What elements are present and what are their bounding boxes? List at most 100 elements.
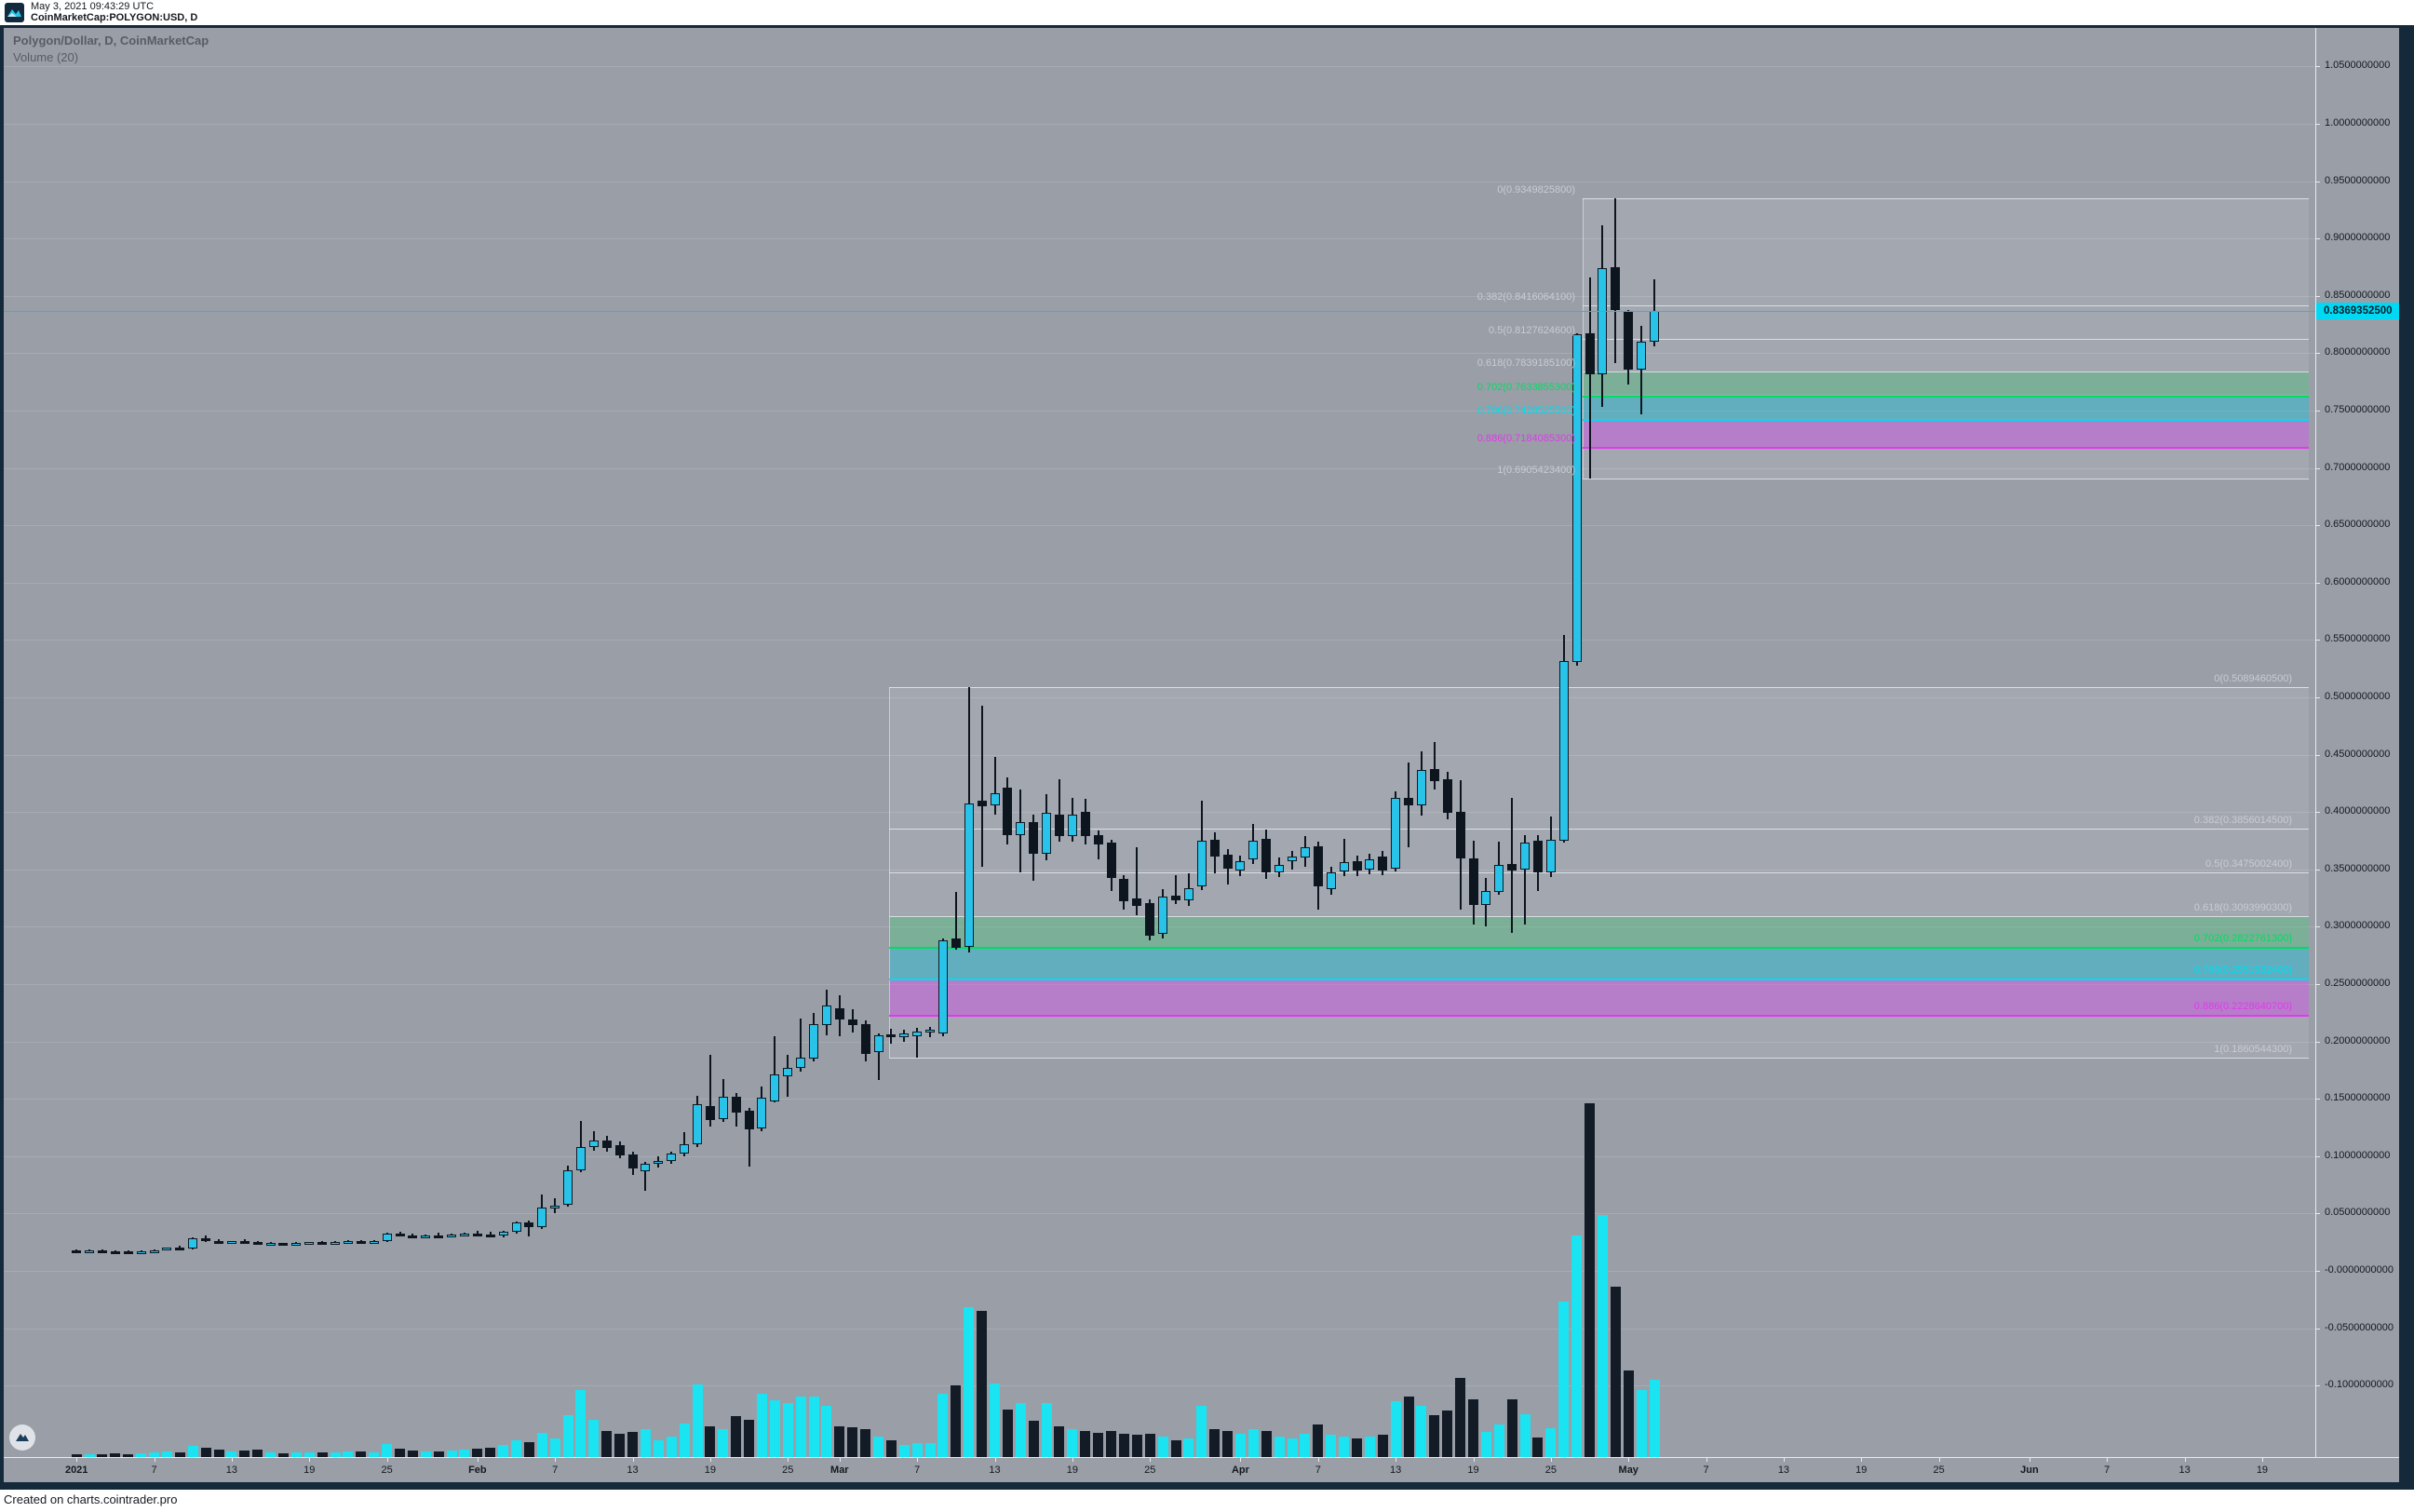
volume-bar — [782, 1403, 793, 1457]
candle — [614, 1145, 625, 1155]
time-axis-tick — [632, 1458, 634, 1462]
h-gridline — [4, 353, 2315, 355]
candle — [1545, 840, 1556, 872]
candle — [434, 1235, 444, 1238]
fib-upper-line — [1583, 395, 2309, 398]
fib-upper-left-edge — [1583, 198, 1584, 479]
volume-bar — [964, 1307, 975, 1457]
candle — [85, 1250, 95, 1254]
candle — [1274, 864, 1285, 873]
candle — [175, 1248, 185, 1251]
volume-bar — [924, 1443, 936, 1457]
chart-area[interactable]: 0(0.9349825800) 0.382(0.8416064100) 0.5(0.… — [4, 28, 2399, 1482]
candle — [1080, 812, 1090, 837]
time-axis-tick — [788, 1458, 789, 1462]
candle — [226, 1241, 236, 1245]
volume-bar — [290, 1452, 302, 1457]
price-axis-label: -0.1000000000 — [2325, 1379, 2394, 1391]
h-gridline — [4, 66, 2315, 68]
volume-bar — [1468, 1399, 1479, 1457]
time-axis-tick — [1706, 1458, 1707, 1462]
candle — [1352, 861, 1362, 871]
plot-canvas[interactable]: 0(0.9349825800) 0.382(0.8416064100) 0.5(0.… — [4, 28, 2315, 1457]
fib-lower-line — [889, 1057, 2309, 1059]
candle — [1558, 660, 1569, 841]
candle — [1158, 897, 1168, 934]
candle — [575, 1146, 586, 1170]
volume-bar — [614, 1434, 626, 1457]
candle — [382, 1234, 392, 1242]
volume-bar — [317, 1452, 328, 1457]
candle — [1365, 858, 1375, 870]
candle — [123, 1251, 133, 1255]
price-axis-tick — [2316, 582, 2320, 584]
h-gridline — [4, 295, 2315, 297]
candle — [1481, 891, 1491, 905]
candle — [1145, 902, 1155, 937]
volume-bar — [1209, 1429, 1220, 1457]
volume-bar — [821, 1406, 832, 1457]
volume-bar — [1326, 1435, 1337, 1457]
volume-bar — [588, 1420, 600, 1457]
fib-lower-line — [889, 1015, 2309, 1018]
time-axis-tick — [994, 1458, 996, 1462]
time-axis[interactable]: 2021 7 13 19 25 Feb 7 13 19 25 Mar 7 13 19 25 Apr 7 13 19 2… — [4, 1457, 2399, 1482]
candle — [886, 1034, 897, 1038]
candle — [1222, 854, 1233, 870]
volume-bar — [1377, 1435, 1388, 1457]
candle-wick — [980, 705, 983, 868]
price-axis-label: 0.9000000000 — [2325, 232, 2391, 244]
candle — [680, 1144, 690, 1154]
candle — [1520, 843, 1531, 870]
candle — [1067, 814, 1077, 837]
candle-wick — [1408, 763, 1410, 848]
volume-bar — [885, 1440, 897, 1457]
candle — [511, 1222, 521, 1233]
price-axis-label: 0.3000000000 — [2325, 920, 2391, 932]
price-axis-label: 0.4000000000 — [2325, 805, 2391, 817]
h-gridline — [4, 411, 2315, 412]
price-axis-tick — [2316, 1155, 2320, 1157]
time-axis-label: 13 — [989, 1465, 1001, 1476]
candle — [654, 1160, 664, 1164]
time-axis-label: 13 — [2178, 1465, 2191, 1476]
h-gridline — [4, 1271, 2315, 1272]
fib-upper-band-teal — [1583, 395, 2309, 419]
candle — [770, 1074, 780, 1101]
candle-wick — [1433, 742, 1436, 790]
time-axis-label: 2021 — [64, 1465, 88, 1476]
volume-bar — [187, 1446, 198, 1457]
price-axis-label: 0.0500000000 — [2325, 1207, 2391, 1219]
candle — [1171, 896, 1181, 901]
volume-bar — [252, 1450, 263, 1457]
candle — [343, 1240, 353, 1244]
candle — [1404, 798, 1414, 805]
volume-bar — [769, 1400, 780, 1457]
time-axis-label: 7 — [552, 1465, 559, 1476]
volume-bar — [640, 1429, 651, 1457]
price-axis-label: 0.9500000000 — [2325, 174, 2391, 186]
candle-wick — [774, 1036, 776, 1102]
price-axis[interactable]: 0.8369352500 1.0500000000 1.0000000000 0.9… — [2315, 28, 2399, 1457]
volume-bar — [847, 1427, 858, 1457]
candle — [214, 1240, 223, 1244]
candle — [783, 1067, 793, 1076]
candle — [1119, 878, 1129, 902]
time-axis-tick — [2261, 1458, 2263, 1462]
candle — [421, 1235, 431, 1238]
candle — [1106, 843, 1116, 879]
fib-upper-line — [1583, 446, 2309, 449]
candle-wick — [1175, 874, 1178, 904]
time-axis-label: 13 — [1777, 1465, 1790, 1476]
volume-bar — [226, 1451, 237, 1457]
volume-bar — [1287, 1438, 1298, 1457]
price-axis-tick — [2316, 1041, 2320, 1043]
volume-bar — [395, 1449, 405, 1457]
candle — [201, 1238, 211, 1242]
time-axis-tick — [1550, 1458, 1552, 1462]
candle — [498, 1232, 508, 1236]
volume-bar — [601, 1431, 613, 1457]
volume-bar — [1183, 1438, 1194, 1457]
price-axis-label: 0.1500000000 — [2325, 1092, 2391, 1104]
